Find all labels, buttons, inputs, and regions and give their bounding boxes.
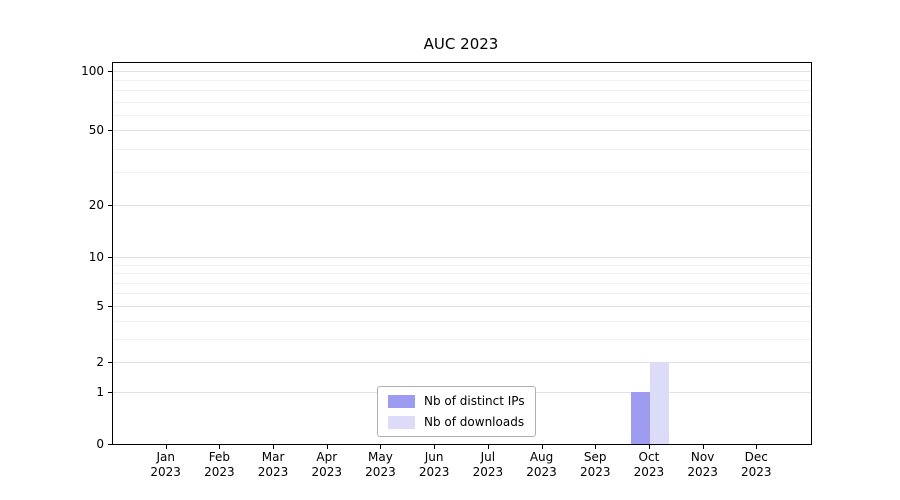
gridline [113,130,811,132]
legend-label: Nb of downloads [424,415,525,429]
y-tick-mark [108,392,112,394]
legend-item-nb-of-distinct-ips: Nb of distinct IPs [388,394,525,408]
gridline [113,204,811,206]
bar-nb-of-distinct-ips-oct [630,392,650,444]
gridline [113,90,811,92]
x-tick-label: Oct 2023 [615,450,683,480]
x-tick-month: Jan [156,450,175,464]
x-tick-mark [380,445,382,449]
x-tick-mark [487,445,489,449]
x-tick-month: Apr [316,450,338,464]
y-tick-label: 2 [96,355,104,370]
x-tick-label: Jul 2023 [454,450,522,480]
plot-area: Nb of distinct IPs Nb of downloads [112,62,812,445]
gridline [113,80,811,82]
x-tick-mark [756,445,758,449]
x-tick-month: Oct [638,450,660,464]
gridline [113,282,811,284]
gridline [113,71,811,72]
x-tick-year: 2023 [526,465,557,479]
legend-label: Nb of distinct IPs [424,394,525,408]
gridline [113,320,811,322]
legend-item-nb-of-downloads: Nb of downloads [388,415,525,429]
gridline [113,148,811,150]
x-tick-label: Jun 2023 [400,450,468,480]
x-tick-month: Jun [424,450,444,464]
bar-nb-of-downloads-oct [649,362,669,444]
x-tick-year: 2023 [150,465,181,479]
gridline [113,273,811,275]
y-tick-label: 50 [88,123,104,138]
x-tick-year: 2023 [687,465,718,479]
y-tick-label: 1 [96,385,104,400]
x-tick-mark [702,445,704,449]
x-tick-year: 2023 [472,465,504,479]
legend-swatch-nb-of-distinct-ips [388,394,415,408]
x-tick-month: May [368,450,393,464]
x-tick-mark [541,445,543,449]
y-tick-mark [108,305,112,307]
x-tick-year: 2023 [579,465,611,479]
y-tick-label: 5 [96,298,104,313]
x-tick-mark [219,445,221,449]
x-tick-mark [648,445,650,449]
x-tick-month: Nov [690,450,715,464]
x-tick-label: May 2023 [346,450,414,480]
y-tick-mark [108,204,112,206]
y-tick-label: 0 [96,437,104,451]
x-tick-month: Sep [583,450,607,464]
gridline [113,338,811,340]
gridline [113,101,811,103]
x-tick-label: Mar 2023 [239,450,307,480]
gridline [113,114,811,116]
y-tick-mark [108,130,112,132]
gridline [113,293,811,295]
x-tick-label: Feb 2023 [185,450,253,480]
y-tick-mark [108,362,112,364]
x-tick-mark [434,445,436,449]
x-tick-month: Aug [529,450,554,464]
x-tick-label: Jan 2023 [132,450,200,480]
x-tick-label: Nov 2023 [669,450,737,480]
y-tick-label: 100 [81,64,104,78]
x-tick-month: Jul [480,450,496,464]
y-tick-label: 10 [88,250,104,265]
x-tick-year: 2023 [204,465,235,479]
x-tick-year: 2023 [311,465,343,479]
x-tick-year: 2023 [365,465,396,479]
x-tick-year: 2023 [633,465,665,479]
x-tick-label: Apr 2023 [293,450,361,480]
y-tick-mark [108,71,112,72]
x-tick-month: Feb [208,450,230,464]
legend-swatch-nb-of-downloads [388,415,415,429]
x-tick-mark [273,445,275,449]
gridline [113,172,811,174]
x-tick-mark [165,445,167,449]
x-tick-year: 2023 [741,465,772,479]
y-tick-mark [108,444,112,445]
x-tick-year: 2023 [418,465,450,479]
x-tick-label: Sep 2023 [561,450,629,480]
gridline [113,264,811,266]
gridline [113,257,811,259]
x-tick-year: 2023 [257,465,289,479]
chart-title: AUC 2023 [423,35,499,53]
gridline [113,362,811,364]
gridline [113,305,811,307]
legend: Nb of distinct IPs Nb of downloads [377,386,536,437]
x-tick-mark [326,445,328,449]
x-tick-label: Dec 2023 [722,450,790,480]
x-tick-label: Aug 2023 [508,450,576,480]
y-tick-mark [108,257,112,259]
x-tick-month: Dec [744,450,768,464]
x-tick-month: Mar [261,450,285,464]
y-tick-label: 20 [88,197,104,212]
x-tick-mark [595,445,597,449]
